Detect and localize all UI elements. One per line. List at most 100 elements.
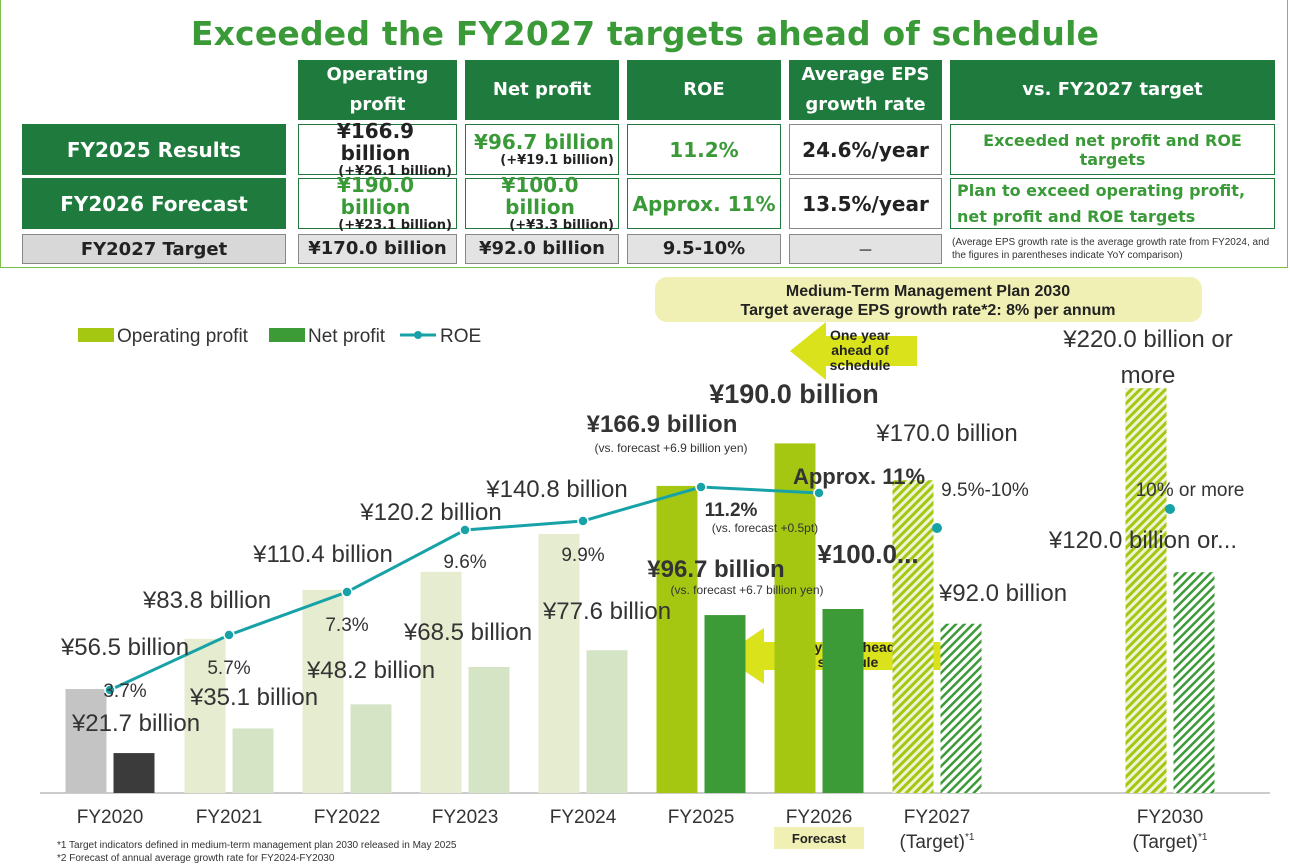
label-roe-fy2025: 11.2%	[705, 500, 758, 521]
roe-point-fy2030	[1165, 504, 1175, 514]
fy2025-roe: 11.2%	[627, 124, 781, 175]
annotation-fy2025-np: (vs. forecast +6.7 billion yen)	[670, 583, 823, 597]
label-roe-fy2023: 9.6%	[443, 552, 486, 573]
bar-net-profit-fy2030	[1173, 572, 1215, 793]
roe-point-fy2022	[341, 586, 353, 598]
label-operating-profit-fy2020: ¥56.5 billion	[60, 634, 189, 661]
tick-sublabel-fy2030: (Target)*1	[1133, 832, 1208, 853]
label-roe-fy2020: 3.7%	[103, 681, 146, 702]
two-years-label: Two years ahead of schedule	[784, 639, 913, 670]
fy2026-operating-profit: ¥190.0 billion (+¥23.1 billion)	[298, 174, 457, 233]
bar-operating-profit-fy2023	[420, 571, 462, 793]
fy2027-operating-profit: ¥170.0 billion	[298, 234, 457, 264]
col-header-roe: ROE	[627, 60, 781, 120]
label-operating-profit-fy2027: ¥170.0 billion	[875, 420, 1017, 447]
roe-point-fy2020	[104, 684, 116, 696]
bar-net-profit-fy2027	[940, 623, 982, 793]
forecast-tag	[774, 827, 864, 849]
footnote-1: *1 Target indicators defined in medium-t…	[57, 840, 457, 851]
label-net-profit-fy2020: ¥21.7 billion	[71, 710, 200, 737]
roe-point-fy2024	[577, 515, 589, 527]
roe-point-fy2026	[813, 487, 825, 499]
tick-label-fy2025: FY2025	[668, 807, 735, 828]
fy2027-eps: －	[789, 234, 942, 264]
roe-point-fy2021	[223, 629, 235, 641]
label-operating-profit-fy2023: ¥120.2 billion	[359, 499, 501, 526]
label-roe-fy2021: 5.7%	[207, 658, 250, 679]
legend-operating-profit: Operating profit	[117, 326, 249, 347]
label-net-profit-fy2027: ¥92.0 billion	[938, 580, 1067, 607]
row-label-fy2027: FY2027 Target	[22, 234, 286, 264]
legend-net-profit: Net profit	[308, 326, 386, 347]
label-operating-profit-fy2025: ¥166.9 billion	[587, 411, 738, 438]
label-net-profit-fy2030: ¥120.0 billion or...	[1048, 527, 1237, 554]
tick-label-fy2020: FY2020	[77, 807, 144, 828]
roe-line	[109, 485, 820, 692]
roe-point-fy2023	[459, 524, 471, 536]
col-header-eps: Average EPS growth rate	[789, 60, 942, 120]
footnote-2: *2 Forecast of annual average growth rat…	[57, 853, 335, 864]
fy2026-eps: 13.5%/year	[789, 178, 942, 229]
tick-label-fy2022: FY2022	[314, 807, 381, 828]
mtmp-line2: Target average EPS growth rate*2: 8% per…	[741, 302, 1116, 319]
fy2027-net-profit: ¥92.0 billion	[465, 234, 619, 264]
tick-label-fy2030: FY2030	[1137, 807, 1204, 828]
tick-label-fy2024: FY2024	[550, 807, 617, 828]
bar-net-profit-fy2023	[468, 666, 510, 793]
label-roe-fy2024: 9.9%	[561, 545, 604, 566]
bar-operating-profit-fy2024	[538, 533, 580, 793]
bar-operating-profit-fy2027	[892, 480, 934, 793]
fy2027-roe: 9.5-10%	[627, 234, 781, 264]
col-header-vs-target: vs. FY2027 target	[950, 60, 1275, 120]
row-label-fy2025: FY2025 Results	[22, 124, 286, 175]
mtmp-line1: Medium-Term Management Plan 2030	[786, 283, 1070, 300]
label-roe-fy2026: Approx. 11%	[793, 464, 925, 489]
tick-label-fy2027: FY2027	[904, 807, 971, 828]
legend-swatch-roe-dot	[414, 331, 422, 339]
one-year-arrow	[790, 322, 917, 380]
label-roe-fy2027: 9.5%-10%	[941, 480, 1029, 501]
legend-swatch-operating-profit	[78, 328, 114, 342]
one-year-label: One year ahead of schedule	[830, 327, 891, 373]
label-roe-fy2030: 10% or more	[1136, 480, 1245, 501]
annotation-fy2025-op: (vs. forecast +6.9 billion yen)	[594, 441, 747, 455]
summary-frame	[0, 0, 1288, 268]
col-header-operating-profit: Operating profit	[298, 60, 457, 120]
bar-net-profit-fy2022	[350, 704, 392, 793]
bar-operating-profit-fy2020	[65, 689, 107, 793]
label-net-profit-fy2026: ¥100.0...	[817, 539, 918, 569]
label-net-profit-fy2025: ¥96.7 billion	[647, 556, 784, 583]
bar-operating-profit-fy2022	[302, 589, 344, 793]
label-operating-profit-fy2024: ¥140.8 billion	[485, 476, 627, 503]
mtmp-banner	[655, 277, 1202, 322]
bar-net-profit-fy2021	[232, 728, 274, 793]
two-years-arrow	[722, 628, 960, 684]
bar-operating-profit-fy2021	[184, 638, 226, 793]
bar-operating-profit-fy2025	[656, 485, 698, 793]
bar-net-profit-fy2024	[586, 650, 628, 793]
fy2025-vs-target: Exceeded net profit and ROE targets	[950, 124, 1275, 175]
fy2026-roe: Approx. 11%	[627, 178, 781, 229]
annotation-fy2025-roe: (vs. forecast +0.5pt)	[712, 521, 818, 535]
bar-net-profit-fy2025	[704, 615, 746, 793]
row-label-fy2026: FY2026 Forecast	[22, 178, 286, 229]
bar-operating-profit-fy2026	[774, 443, 816, 793]
legend-roe: ROE	[440, 326, 481, 347]
label-net-profit-fy2021: ¥35.1 billion	[189, 684, 318, 711]
label-operating-profit-fy2021: ¥83.8 billion	[142, 587, 271, 614]
tick-sublabel-fy2027: (Target)*1	[900, 832, 975, 853]
label-net-profit-fy2023: ¥68.5 billion	[403, 619, 532, 646]
tick-label-fy2021: FY2021	[196, 807, 263, 828]
label-roe-fy2022: 7.3%	[325, 615, 368, 636]
fy2026-vs-target: Plan to exceed operating profit, net pro…	[950, 178, 1275, 229]
tick-label-fy2026: FY2026	[786, 807, 853, 828]
label-operating-profit-fy2026: ¥190.0 billion	[709, 379, 879, 409]
label-operating-profit-fy2022: ¥110.4 billion	[252, 541, 393, 568]
roe-point-fy2025	[695, 481, 707, 493]
fy2027-eps-note: (Average EPS growth rate is the average …	[952, 237, 1270, 261]
bar-net-profit-fy2020	[113, 753, 155, 793]
legend-swatch-net-profit	[269, 328, 305, 342]
roe-point-fy2027	[932, 523, 942, 533]
bar-operating-profit-fy2030	[1125, 388, 1167, 793]
label-net-profit-fy2024: ¥77.6 billion	[542, 598, 671, 625]
